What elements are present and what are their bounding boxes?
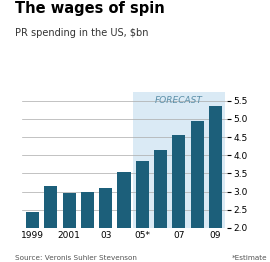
Bar xyxy=(191,121,204,228)
Bar xyxy=(63,193,76,228)
Bar xyxy=(136,161,149,228)
Bar xyxy=(99,188,112,228)
Bar xyxy=(81,192,94,228)
Text: The wages of spin: The wages of spin xyxy=(15,1,165,16)
Bar xyxy=(44,186,58,228)
Bar xyxy=(172,135,185,228)
Text: FORECAST: FORECAST xyxy=(155,96,203,105)
Text: Source: Veronis Suhler Stevenson: Source: Veronis Suhler Stevenson xyxy=(15,255,137,261)
Text: PR spending in the US, $bn: PR spending in the US, $bn xyxy=(15,28,148,37)
Bar xyxy=(117,172,131,228)
Bar xyxy=(154,150,167,228)
Bar xyxy=(209,106,222,228)
Bar xyxy=(26,212,39,228)
Text: *Estimate: *Estimate xyxy=(232,255,267,261)
Bar xyxy=(133,92,225,228)
